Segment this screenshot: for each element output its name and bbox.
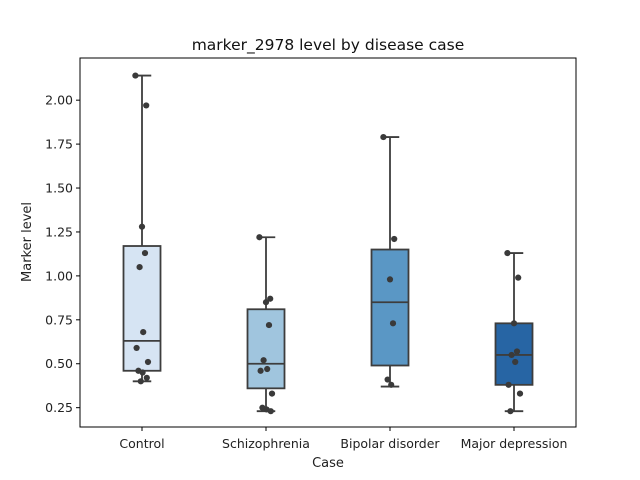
data-point (504, 249, 511, 257)
y-tick-label: 1.50 (45, 181, 73, 196)
y-tick-label: 1.00 (45, 268, 73, 283)
data-point (513, 348, 521, 355)
data-point (389, 320, 397, 327)
data-point (515, 274, 522, 281)
data-point (386, 276, 394, 283)
data-point (267, 408, 274, 415)
data-point (262, 299, 270, 306)
data-point (384, 376, 391, 383)
data-point (391, 235, 398, 243)
box-2 (246, 308, 286, 390)
data-point (510, 320, 518, 327)
data-point (256, 234, 263, 241)
data-point (260, 357, 267, 364)
data-point (144, 358, 152, 366)
data-point (140, 329, 147, 336)
y-tick-label: 0.50 (45, 356, 73, 371)
x-tick-label: Bipolar disorder (340, 436, 440, 451)
data-point (141, 249, 149, 257)
data-point (267, 295, 274, 302)
data-point (380, 133, 387, 141)
data-point (388, 381, 395, 388)
y-tick-label: 1.75 (45, 137, 73, 152)
data-point (132, 72, 139, 79)
data-point (507, 408, 514, 415)
data-point (133, 344, 140, 352)
data-point (257, 367, 264, 374)
data-point (143, 102, 150, 109)
x-tick-label: Control (119, 436, 164, 451)
y-tick-label: 2.00 (45, 93, 73, 108)
data-point (143, 374, 150, 381)
data-point (136, 264, 143, 271)
data-point (508, 351, 515, 359)
data-point (268, 390, 276, 397)
axes-frame (79, 57, 577, 428)
x-tick-label: Schizophrenia (222, 436, 310, 451)
data-point (264, 365, 271, 373)
x-axis-title: Case (312, 456, 344, 471)
box-3 (370, 248, 410, 367)
data-point (512, 358, 519, 366)
y-tick-label: 1.25 (45, 224, 73, 239)
data-point (265, 321, 273, 329)
plot-area: 0.25 0.50 0.75 1.00 1.25 1.50 1.75 2.00 Control S… (45, 57, 577, 451)
data-point (139, 369, 146, 376)
y-axis-title: Marker level (20, 202, 35, 282)
y-tick-label: 0.75 (45, 312, 73, 327)
y-tick-label: 0.25 (45, 400, 73, 415)
data-point (137, 378, 144, 385)
chart-title: marker_2978 level by disease case (192, 36, 465, 55)
data-point (138, 223, 146, 230)
x-tick-label: Major depression (461, 436, 568, 451)
box-1 (122, 245, 162, 372)
data-point (516, 390, 524, 397)
data-point (505, 381, 512, 388)
